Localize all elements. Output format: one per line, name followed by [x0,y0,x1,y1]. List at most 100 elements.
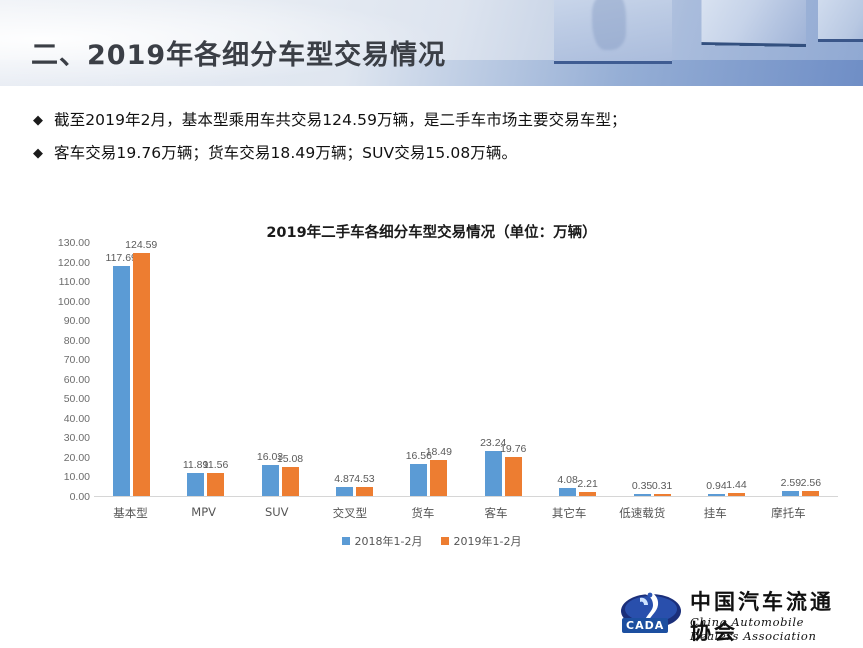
bar-pair: 11.89 11.56 [183,459,228,496]
diamond-bullet-icon: ◆ [33,112,43,127]
bullet-item: ◆ 客车交易19.76万辆；货车交易18.49万辆；SUV交易15.08万辆。 [33,143,823,163]
x-axis-tick: 摩托车 [771,506,806,520]
bar-group: 117.69 124.59 [94,239,168,496]
chart-legend: 2018年1-2月 2019年1-2月 [0,533,863,549]
bar-pair: 2.59 2.56 [781,477,821,496]
bar-group: 11.89 11.56 [168,243,242,496]
legend-item-2019[interactable]: 2019年1-2月 [440,533,522,549]
bar[interactable]: 11.56 [203,459,228,496]
x-axis-tick: 基本型 [113,506,148,520]
bar-value-label: 1.44 [726,479,747,492]
bar[interactable]: 15.08 [277,453,303,496]
y-axis-tick: 120.00 [57,256,90,269]
x-axis-tick: 挂车 [703,506,727,520]
y-axis-tick: 10.00 [63,471,90,484]
bar[interactable]: 16.56 [406,450,432,496]
chart-plot-wrapper: 130.00 120.00 110.00 100.00 90.00 80.00 70.00 6… [38,237,838,505]
bar-group: 23.24 19.76 [466,243,540,496]
legend-label: 2018年1-2月 [354,535,423,548]
y-axis-tick: 40.00 [63,412,90,425]
bar[interactable]: 0.94 [706,480,727,496]
bar[interactable]: 23.24 [480,437,506,496]
bar[interactable]: 2.21 [577,478,598,496]
bar-value-label: 4.08 [557,474,578,487]
bar-value-label: 16.03 [256,450,284,463]
page-title: 二、2019年各细分车型交易情况 [31,40,447,71]
legend-item-2018[interactable]: 2018年1-2月 [341,533,423,549]
x-axis-tick: 客车 [484,506,508,520]
header-banner: 二、2019年各细分车型交易情况 [0,0,863,86]
chart-title: 2019年二手车各细分车型交易情况（单位：万辆） [266,225,597,241]
y-axis-tick: 100.00 [57,295,90,308]
bar-chart: 2019年二手车各细分车型交易情况（单位：万辆） 130.00 120.00 110… [0,205,863,565]
y-axis-tick: 70.00 [63,354,90,367]
cube-graphic-2 [701,0,807,48]
bar[interactable]: 117.69 [106,252,137,496]
x-axis-tick: MPV [191,505,216,519]
bar[interactable]: 4.08 [557,474,578,496]
bar-group: 16.56 18.49 [392,243,466,496]
bar-value-label: 0.35 [631,480,653,492]
bullet-list: ◆ 截至2019年2月，基本型乘用车共交易124.59万辆，是二手车市场主要交易… [33,110,823,176]
y-axis-tick: 130.00 [57,237,90,249]
bar-value-label: 0.94 [706,480,727,492]
cube-graphic-1 [554,0,672,64]
bar[interactable]: 2.59 [781,477,801,496]
legend-swatch-icon [440,537,449,545]
cada-logo: CADA 中国汽车流通协会 China Automobile Dealers A… [620,582,856,644]
bar-group: 16.03 15.08 [243,243,317,496]
header-glow [0,0,430,86]
bar[interactable]: 0.31 [652,480,672,496]
bar-value-label: 4.53 [354,473,375,486]
bar-value-label: 15.08 [276,452,304,465]
bar-group: 0.94 1.44 [689,243,763,496]
bar-pair: 117.69 124.59 [106,239,157,496]
legend-label: 2019年1-2月 [453,535,522,548]
cada-abbr: CADA [622,618,669,633]
bar-value-label: 11.56 [202,459,229,472]
x-axis-tick: 货车 [411,506,435,520]
bar[interactable]: 16.03 [257,451,283,496]
bar[interactable]: 19.76 [500,443,526,496]
bar-pair: 16.56 18.49 [406,446,452,496]
bar-pair: 0.35 0.31 [632,480,672,496]
y-axis-tick: 80.00 [63,334,90,347]
bar-pair: 4.87 4.53 [334,473,375,496]
y-axis-tick: 110.00 [58,276,90,289]
bar-value-label: 2.21 [577,477,598,490]
plot-area: 117.69 124.59 11.89 11.56 16.03 15.08 4.87 4.53… [94,239,838,497]
bullet-text: 截至2019年2月，基本型乘用车共交易124.59万辆，是二手车市场主要交易车型… [54,111,627,129]
bar-value-label: 124.59 [125,238,158,251]
bar-value-label: 18.49 [425,445,452,458]
bar[interactable]: 1.44 [726,479,747,496]
world-map-blob [591,0,626,51]
bar[interactable]: 4.87 [334,473,355,496]
y-axis-tick: 60.00 [63,373,90,386]
bar-groups: 117.69 124.59 11.89 11.56 16.03 15.08 4.87 4.53… [94,239,838,496]
bar-value-label: 19.76 [500,443,527,456]
bar[interactable]: 2.56 [801,477,821,496]
y-axis-tick: 20.00 [63,451,90,464]
y-axis-tick: 50.00 [63,393,90,406]
bar-group: 4.87 4.53 [317,243,391,496]
bar-value-label: 117.69 [105,252,137,265]
y-axis-labels: 130.00 120.00 110.00 100.00 90.00 80.00 70.00 6… [38,237,90,503]
bar-value-label: 23.24 [480,436,507,449]
bar[interactable]: 11.89 [183,459,208,496]
diamond-bullet-icon: ◆ [33,145,43,160]
logo-name-en: China Automobile Dealers Association [690,615,817,643]
bar-value-label: 4.87 [334,472,355,485]
x-axis-tick: SUV [264,505,289,519]
bar-pair: 0.94 1.44 [706,479,747,496]
bar[interactable]: 0.35 [632,480,652,496]
bar[interactable]: 124.59 [125,239,157,496]
bar-value-label: 2.56 [800,477,822,489]
bar-pair: 16.03 15.08 [257,451,303,496]
bullet-item: ◆ 截至2019年2月，基本型乘用车共交易124.59万辆，是二手车市场主要交易… [33,110,823,130]
bar[interactable]: 4.53 [354,473,375,496]
bar-value-label: 2.59 [780,476,802,489]
bar-value-label: 11.89 [182,458,209,471]
bar[interactable]: 18.49 [426,446,452,496]
bar-group: 0.35 0.31 [615,243,689,496]
